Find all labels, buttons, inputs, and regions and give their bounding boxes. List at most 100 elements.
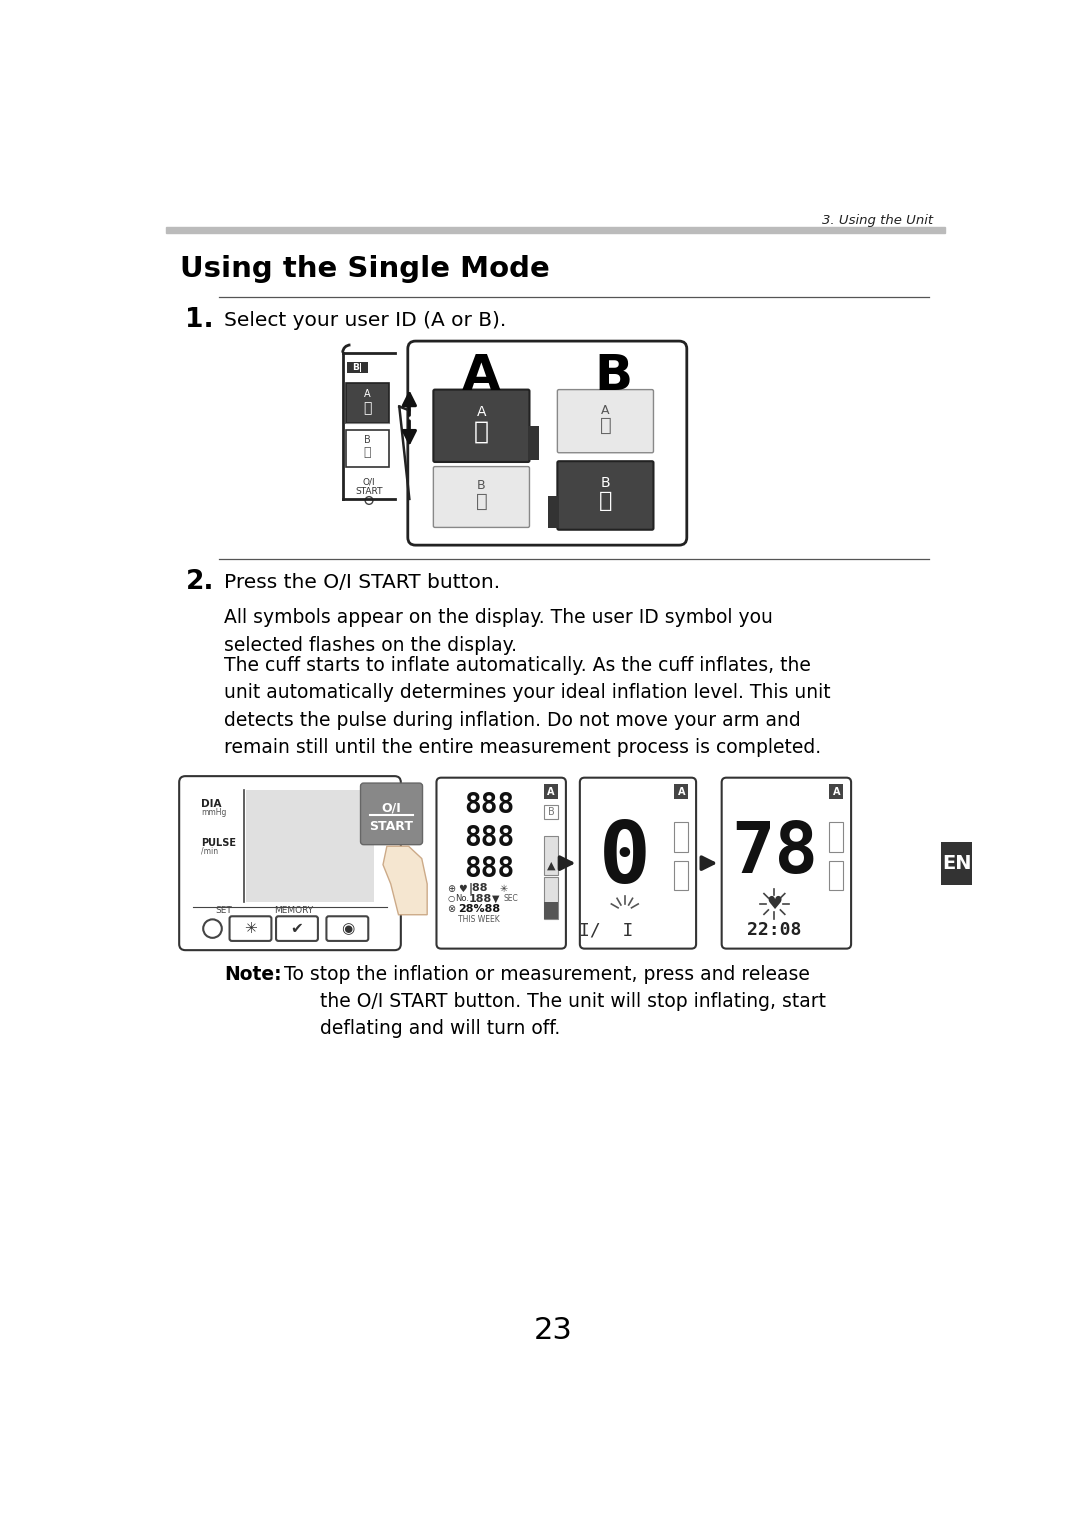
Text: ○: ○ [447, 895, 455, 902]
Text: MEMORY: MEMORY [274, 906, 313, 915]
Text: Press the O/I START button.: Press the O/I START button. [225, 573, 500, 591]
Text: O/I: O/I [363, 478, 376, 487]
Bar [544, 876, 558, 919]
Text: 888: 888 [464, 791, 514, 820]
Bar [528, 426, 539, 461]
Text: A: A [462, 351, 501, 400]
Text: SET: SET [216, 906, 232, 915]
FancyBboxPatch shape [436, 777, 566, 948]
Text: 🔒: 🔒 [475, 492, 487, 510]
Text: ✳: ✳ [244, 921, 257, 936]
Text: O/I: O/I [381, 802, 402, 814]
Text: ⊕: ⊕ [447, 884, 456, 893]
Text: ▼: ▼ [491, 893, 499, 904]
Text: 🔒: 🔒 [474, 420, 489, 444]
Text: ✔: ✔ [291, 921, 303, 936]
Text: 3. Using the Unit: 3. Using the Unit [822, 214, 933, 226]
Text: Note:: Note: [225, 965, 282, 983]
Text: 888: 888 [464, 855, 514, 883]
Bar [829, 861, 843, 890]
Text: 1.: 1. [186, 307, 214, 333]
Text: 78: 78 [731, 818, 818, 887]
Text: 🔒: 🔒 [599, 417, 611, 435]
Text: THIS WEEK: THIS WEEK [458, 915, 500, 924]
Text: mmHg: mmHg [201, 808, 226, 817]
Bar [941, 841, 972, 884]
Text: START: START [369, 820, 414, 832]
FancyBboxPatch shape [433, 389, 529, 463]
Bar [829, 823, 843, 852]
FancyBboxPatch shape [361, 783, 422, 844]
Text: 2.: 2. [186, 570, 214, 596]
Bar [674, 861, 688, 890]
Bar [544, 805, 558, 820]
Bar [346, 429, 389, 467]
Text: A: A [476, 405, 486, 418]
Text: B|: B| [352, 363, 363, 371]
Bar [548, 496, 559, 528]
Text: A: A [677, 786, 685, 797]
FancyBboxPatch shape [326, 916, 368, 941]
Text: /min: /min [201, 846, 218, 855]
Text: To stop the inflation or measurement, press and release
       the O/I START but: To stop the inflation or measurement, pr… [279, 965, 826, 1038]
Text: 🔒: 🔒 [364, 446, 372, 460]
Bar [347, 362, 368, 373]
FancyBboxPatch shape [557, 389, 653, 452]
Text: The cuff starts to inflate automatically. As the cuff inflates, the
unit automat: The cuff starts to inflate automatically… [225, 657, 831, 757]
Text: B: B [594, 351, 632, 400]
Text: B: B [477, 479, 486, 492]
Text: 0: 0 [599, 818, 651, 901]
Text: All symbols appear on the display. The user ID symbol you
selected flashes on th: All symbols appear on the display. The u… [225, 608, 773, 655]
Text: ♥: ♥ [458, 884, 467, 893]
Text: 23: 23 [535, 1316, 572, 1345]
FancyBboxPatch shape [408, 341, 687, 545]
Text: Select your user ID (A or B).: Select your user ID (A or B). [225, 312, 507, 330]
FancyBboxPatch shape [557, 461, 653, 530]
Text: 28%88: 28%88 [458, 904, 500, 915]
Bar [829, 783, 843, 799]
Text: Using the Single Mode: Using the Single Mode [180, 255, 550, 284]
Text: A: A [833, 786, 840, 797]
Text: DIA: DIA [201, 799, 221, 809]
Circle shape [365, 496, 373, 504]
Circle shape [203, 919, 221, 938]
Bar [674, 823, 688, 852]
FancyBboxPatch shape [433, 467, 529, 527]
Text: 🔒: 🔒 [363, 402, 372, 415]
Bar [346, 383, 389, 423]
Text: B: B [600, 476, 610, 490]
Text: SEC: SEC [503, 895, 518, 902]
Text: ▲: ▲ [546, 860, 555, 870]
FancyBboxPatch shape [230, 916, 271, 941]
FancyBboxPatch shape [179, 776, 401, 950]
Text: ⊗: ⊗ [447, 904, 456, 915]
Bar [246, 789, 374, 901]
Bar [674, 783, 688, 799]
Text: 🔒: 🔒 [598, 492, 612, 512]
Text: 22:08: 22:08 [747, 921, 801, 939]
FancyBboxPatch shape [580, 777, 697, 948]
Text: EN: EN [942, 854, 971, 872]
Bar [544, 783, 558, 799]
Text: ✳: ✳ [499, 884, 508, 893]
Text: ◉: ◉ [340, 921, 354, 936]
FancyBboxPatch shape [721, 777, 851, 948]
Text: B: B [364, 435, 370, 444]
Text: PULSE: PULSE [201, 838, 235, 847]
Text: |88: |88 [469, 883, 488, 895]
Bar [544, 837, 558, 875]
Text: A: A [364, 389, 370, 399]
Text: A: A [602, 403, 610, 417]
Text: A: A [548, 786, 555, 797]
Bar [544, 902, 558, 919]
Text: 888: 888 [464, 823, 514, 852]
Polygon shape [383, 846, 428, 915]
Text: I/  I: I/ I [579, 921, 633, 939]
FancyBboxPatch shape [276, 916, 318, 941]
Text: 188: 188 [469, 893, 492, 904]
Text: B: B [548, 808, 554, 817]
Text: No.: No. [455, 895, 469, 902]
Text: ♥: ♥ [767, 895, 782, 913]
Text: START: START [355, 487, 382, 496]
Bar [166, 228, 945, 234]
